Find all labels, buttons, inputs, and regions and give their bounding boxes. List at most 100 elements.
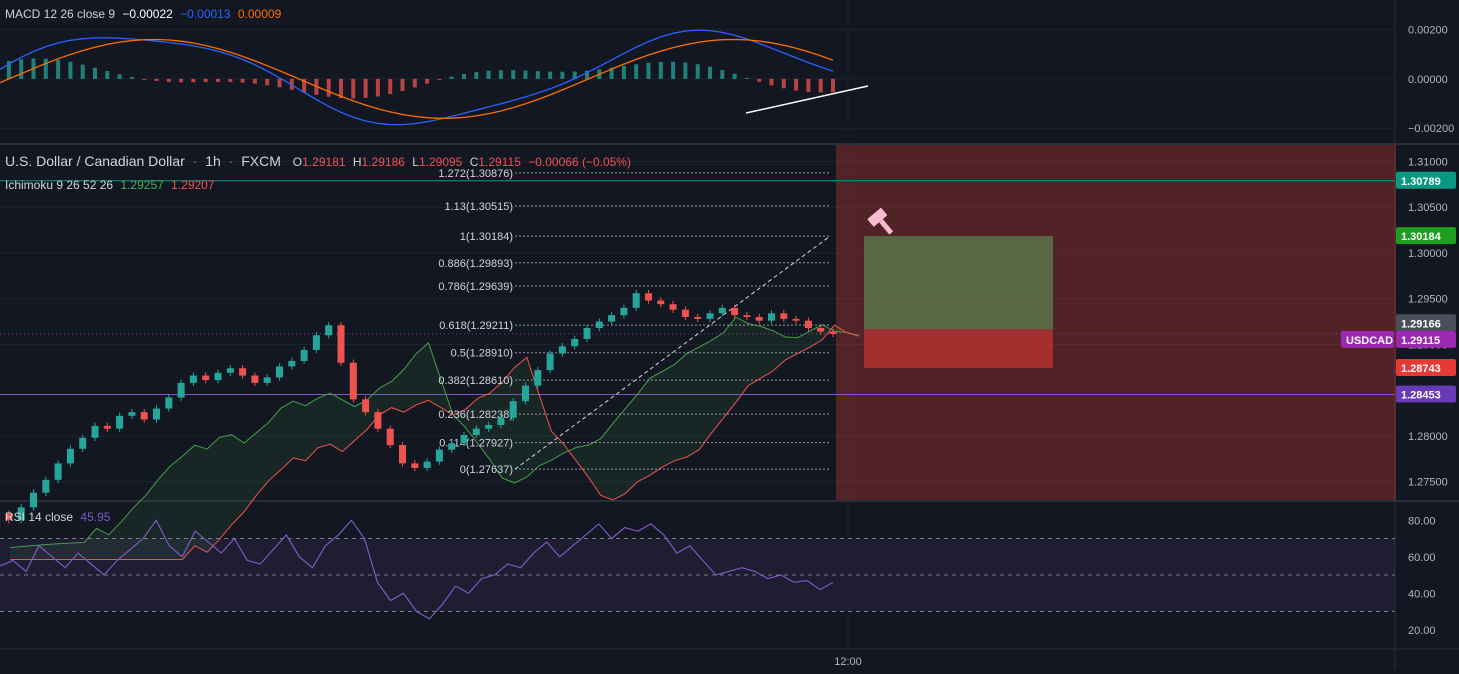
rsi-legend: RSI 14 close 45.95 [5,510,114,524]
fib-level-label: 1.13(1.30515) [445,201,514,213]
candle-body [547,354,554,370]
candle-body [571,339,578,346]
candle-body [497,418,504,425]
badge-stop-text: 1.28743 [1401,363,1441,375]
candle-body [387,429,394,445]
macd-histogram-bar [511,70,515,79]
candle-body [55,463,62,479]
macd-histogram-bar [253,79,257,84]
macd-histogram-bar [167,79,171,82]
candle-body [165,398,172,409]
high-label: H [353,155,362,169]
macd-signal-value: 0.00009 [238,7,281,21]
candle-body [448,443,455,449]
macd-histogram-bar [44,59,48,79]
candle-body [276,366,283,377]
candle-body [731,308,738,315]
rsi-value: 45.95 [80,510,110,524]
badge-symbol-text: USDCAD [1346,335,1393,347]
symbol-name[interactable]: U.S. Dollar / Canadian Dollar [5,153,185,169]
candle-body [817,328,824,332]
macd-tick-label: 0.00000 [1408,74,1448,86]
candle-body [633,293,640,308]
macd-histogram-bar [68,62,72,79]
macd-hist-value: −0.00022 [122,7,172,21]
macd-histogram-bar [93,68,97,79]
fib-level-label: 1(1.30184) [460,231,513,243]
candle-body [30,493,37,508]
fib-level-label: 0.618(1.29211) [439,320,513,332]
candle-body [522,386,529,402]
macd-histogram-bar [425,79,429,84]
candle-body [92,426,99,438]
macd-histogram-bar [142,79,146,80]
candle-body [473,429,480,435]
candle-body [116,416,123,429]
candle-body [313,335,320,350]
macd-histogram-bar [56,60,60,79]
macd-histogram-bar [450,77,454,79]
candle-body [325,325,332,335]
symbol-legend: U.S. Dollar / Canadian Dollar · 1h · FXC… [5,153,639,169]
macd-histogram-bar [708,67,712,79]
candle-body [178,383,185,398]
candle-body [436,450,443,462]
macd-histogram-bar [536,71,540,79]
rsi-tick-label: 40.00 [1408,588,1436,600]
rsi-tick-label: 20.00 [1408,625,1436,637]
candle-body [251,376,258,383]
candle-body [694,317,701,319]
macd-title: MACD 12 26 close 9 [5,7,115,21]
price-tick-label: 1.30500 [1408,202,1448,214]
candle-body [141,412,148,419]
macd-histogram-bar [216,79,220,82]
macd-histogram-bar [204,79,208,82]
price-tick-label: 1.29500 [1408,294,1448,306]
macd-histogram-bar [376,79,380,97]
interval-label[interactable]: 1h [205,153,221,169]
macd-histogram-bar [155,79,159,81]
macd-legend: MACD 12 26 close 9 −0.00022 −0.00013 0.0… [5,7,285,21]
badge-current-price-text: 1.29115 [1401,335,1440,347]
candle-body [350,363,357,400]
fib-level-label: 0.886(1.29893) [438,258,513,270]
fib-level-label: 0(1.27637) [460,464,513,476]
macd-histogram-bar [770,79,774,85]
low-label: L [412,155,419,169]
macd-histogram-bar [671,62,675,79]
ichimoku-cloud [10,317,859,559]
macd-tick-label: 0.00200 [1408,25,1448,37]
candle-body [79,438,86,449]
candle-body [301,350,308,361]
macd-histogram-bar [696,64,700,79]
macd-histogram-bar [413,79,417,88]
price-tick-label: 1.27500 [1408,477,1448,489]
candle-body [830,332,837,334]
macd-histogram-bar [388,79,392,94]
macd-histogram-bar [733,74,737,79]
rsi-tick-label: 60.00 [1408,552,1436,564]
candle-body [534,370,541,386]
macd-histogram-bar [474,72,478,79]
high-value: 1.29186 [362,155,405,169]
candle-body [215,373,222,380]
open-value: 1.29181 [302,155,345,169]
candle-body [239,368,246,375]
macd-histogram-bar [794,79,798,91]
macd-tick-label: −0.00200 [1408,123,1454,135]
candle-body [768,313,775,320]
candle-body [411,463,418,468]
ichimoku-value-2: 1.29207 [171,178,214,192]
candle-body [645,293,652,300]
ichimoku-title[interactable]: Ichimoku 9 26 52 26 [5,178,113,192]
candle-body [510,401,517,417]
candle-body [264,377,271,382]
candle-body [584,328,591,339]
macd-histogram-bar [105,71,109,79]
candle-body [362,399,369,412]
candle-body [128,412,135,416]
rsi-title[interactable]: RSI 14 close [5,510,73,524]
candle-body [399,445,406,463]
